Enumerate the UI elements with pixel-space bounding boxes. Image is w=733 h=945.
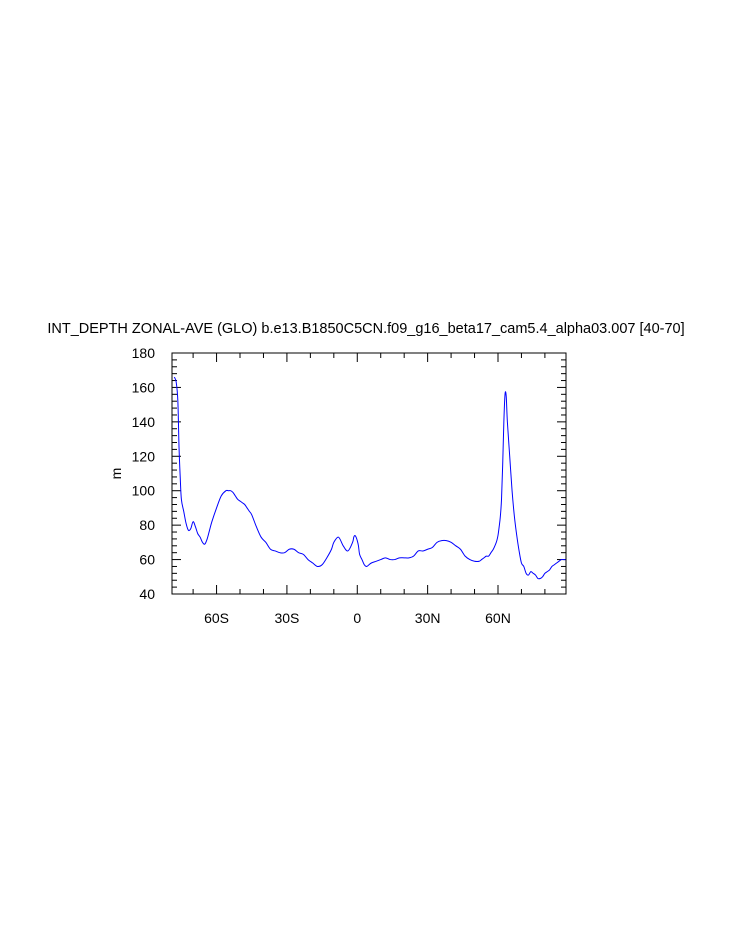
x-tick-label: 30N xyxy=(415,610,441,626)
plot-frame xyxy=(171,352,567,595)
x-tick-label: 60N xyxy=(485,610,511,626)
y-tick-label: 40 xyxy=(139,586,155,602)
y-tick-label: 160 xyxy=(132,379,156,395)
y-tick-label: 180 xyxy=(132,345,156,361)
x-tick-label: 0 xyxy=(353,610,361,626)
y-tick-label: 100 xyxy=(132,483,156,499)
y-tick-label: 140 xyxy=(132,414,156,430)
axis-ticks xyxy=(172,352,566,595)
y-tick-label: 120 xyxy=(132,448,156,464)
y-axis-label: m xyxy=(108,468,124,480)
y-tick-label: 80 xyxy=(139,517,155,533)
series-line xyxy=(173,376,566,580)
chart-title: INT_DEPTH ZONAL-AVE (GLO) b.e13.B1850C5C… xyxy=(47,321,684,337)
x-tick-label: 30S xyxy=(274,610,299,626)
x-tick-label: 60S xyxy=(204,610,229,626)
y-tick-label: 60 xyxy=(139,552,155,568)
tick-labels: 60S 30S 0 30N 60N 40 60 80 100 120 140 160 180 xyxy=(132,345,511,626)
